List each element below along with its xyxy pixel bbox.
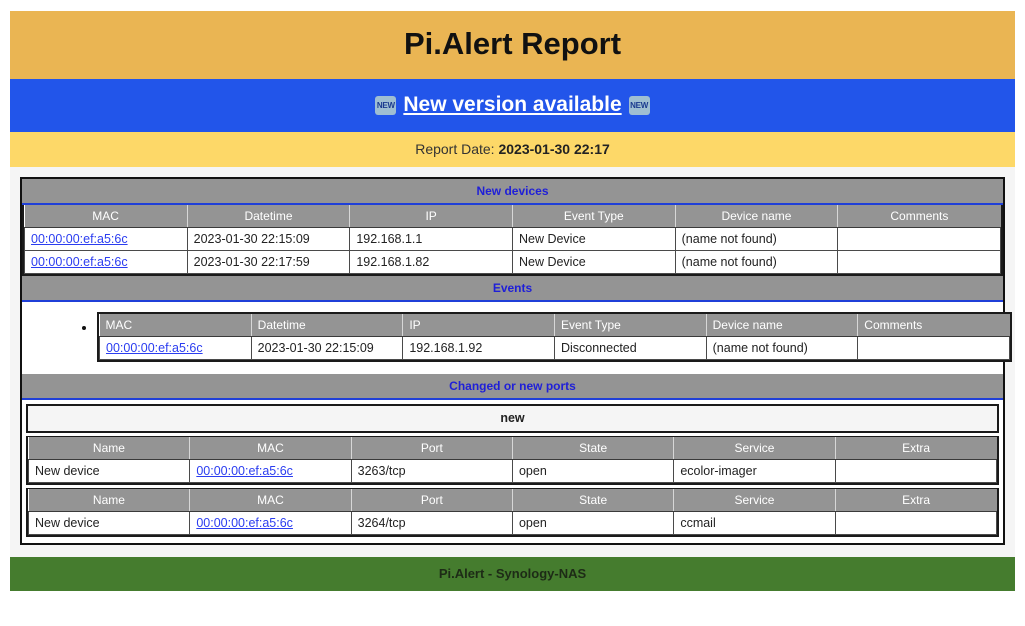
events-list: MAC Datetime IP Event Type Device name C… (22, 312, 1012, 363)
col-header-mac: MAC (99, 314, 252, 338)
table-row: 00:00:00:ef:a5:6c 2023-01-30 22:15:09 19… (99, 336, 1010, 361)
col-header-ip: IP (349, 205, 513, 229)
new-version-banner-inner: NEW New version available NEW (375, 93, 650, 117)
cell-ip: 192.168.1.92 (402, 336, 555, 361)
footer-bar: Pi.Alert - Synology-NAS (10, 557, 1015, 592)
cell-device-name: (name not found) (674, 250, 839, 275)
cell-state: open (511, 459, 675, 484)
new-version-link[interactable]: New version available (403, 93, 622, 117)
page-title: Pi.Alert Report (403, 26, 622, 61)
table-header-row: MAC Datetime IP Event Type Device name C… (99, 314, 1010, 338)
cell-mac: 00:00:00:ef:a5:6c (189, 459, 352, 484)
new-devices-table: MAC Datetime IP Event Type Device name C… (24, 205, 1001, 275)
cell-service: ccmail (673, 511, 836, 536)
report-page: Pi.Alert Report NEW New version availabl… (10, 0, 1015, 592)
new-badge-icon-right: NEW (628, 95, 650, 115)
col-header-extra: Extra (835, 437, 997, 461)
cell-device-name: (name not found) (705, 336, 859, 361)
mac-link[interactable]: 00:00:00:ef:a5:6c (196, 464, 293, 479)
ports-table-2: Name MAC Port State Service Extra New de… (27, 489, 998, 536)
report-date-value: 2023-01-30 22:17 (498, 141, 610, 158)
cell-event-type: New Device (511, 250, 676, 275)
cell-datetime: 2023-01-30 22:15:09 (186, 227, 351, 252)
ports-group-label: new (26, 404, 999, 434)
cell-event-type: New Device (511, 227, 676, 252)
col-header-port: Port (351, 489, 513, 513)
col-header-device-name: Device name (675, 205, 839, 229)
cell-mac: 00:00:00:ef:a5:6c (99, 336, 252, 361)
col-header-state: State (512, 489, 675, 513)
section-heading-ports: Changed or new ports (22, 374, 1003, 401)
cell-mac: 00:00:00:ef:a5:6c (189, 511, 352, 536)
col-header-event-type: Event Type (512, 205, 676, 229)
col-header-service: Service (673, 489, 836, 513)
table-header-row: Name MAC Port State Service Extra (28, 437, 997, 461)
list-item: MAC Datetime IP Event Type Device name C… (97, 312, 1012, 363)
cell-datetime: 2023-01-30 22:17:59 (186, 250, 351, 275)
cell-name: New device (27, 511, 191, 536)
col-header-event-type: Event Type (554, 314, 707, 338)
events-table: MAC Datetime IP Event Type Device name C… (99, 314, 1010, 361)
mac-link[interactable]: 00:00:00:ef:a5:6c (106, 341, 203, 356)
cell-state: open (511, 511, 675, 536)
col-header-comments: Comments (857, 314, 1010, 338)
cell-comments (857, 336, 1010, 361)
col-header-comments: Comments (837, 205, 1001, 229)
mac-link[interactable]: 00:00:00:ef:a5:6c (196, 516, 293, 531)
table-row: 00:00:00:ef:a5:6c 2023-01-30 22:15:09 19… (24, 227, 1001, 252)
col-header-datetime: Datetime (187, 205, 351, 229)
col-header-port: Port (351, 437, 513, 461)
events-body: MAC Datetime IP Event Type Device name C… (22, 302, 1012, 375)
col-header-mac: MAC (24, 205, 188, 229)
col-header-ip: IP (402, 314, 555, 338)
ports-table-wrap-1: Name MAC Port State Service Extra New de… (26, 436, 999, 486)
title-banner: Pi.Alert Report (10, 11, 1015, 80)
table-row: 00:00:00:ef:a5:6c 2023-01-30 22:17:59 19… (24, 250, 1001, 275)
col-header-device-name: Device name (706, 314, 859, 338)
cell-mac: 00:00:00:ef:a5:6c (24, 227, 188, 252)
cell-extra (834, 459, 998, 484)
cell-mac: 00:00:00:ef:a5:6c (24, 250, 188, 275)
col-header-datetime: Datetime (251, 314, 404, 338)
report-body: New devices MAC Datetime IP Event Type D… (10, 167, 1015, 558)
mac-link[interactable]: 00:00:00:ef:a5:6c (31, 255, 128, 270)
table-header-row: Name MAC Port State Service Extra (28, 489, 997, 513)
new-version-banner: NEW New version available NEW (10, 79, 1015, 133)
table-row: New device 00:00:00:ef:a5:6c 3264/tcp op… (27, 511, 998, 536)
ports-table-wrap-2: Name MAC Port State Service Extra New de… (26, 488, 999, 538)
cell-event-type: Disconnected (553, 336, 707, 361)
col-header-mac: MAC (189, 489, 352, 513)
cell-datetime: 2023-01-30 22:15:09 (250, 336, 404, 361)
cell-port: 3263/tcp (350, 459, 513, 484)
cell-ip: 192.168.1.1 (349, 227, 513, 252)
col-header-extra: Extra (835, 489, 997, 513)
col-header-name: Name (28, 489, 191, 513)
ports-body: new Name MAC Port State Service Extra (22, 400, 1003, 544)
cell-port: 3264/tcp (350, 511, 513, 536)
report-date-label: Report Date: (415, 141, 495, 158)
table-header-row: MAC Datetime IP Event Type Device name C… (24, 205, 1001, 229)
cell-name: New device (27, 459, 191, 484)
events-table-wrap: MAC Datetime IP Event Type Device name C… (97, 312, 1012, 363)
cell-comments (837, 227, 1001, 252)
section-heading-events: Events (22, 276, 1003, 303)
col-header-state: State (512, 437, 675, 461)
cell-device-name: (name not found) (674, 227, 839, 252)
col-header-service: Service (673, 437, 836, 461)
cell-extra (834, 511, 998, 536)
cell-service: ecolor-imager (673, 459, 836, 484)
report-date-bar: Report Date: 2023-01-30 22:17 (10, 132, 1015, 168)
cell-comments (837, 250, 1001, 275)
cell-ip: 192.168.1.82 (349, 250, 513, 275)
mac-link[interactable]: 00:00:00:ef:a5:6c (31, 232, 128, 247)
col-header-name: Name (28, 437, 191, 461)
table-row: New device 00:00:00:ef:a5:6c 3263/tcp op… (27, 459, 998, 484)
new-badge-icon-left: NEW (375, 95, 397, 115)
new-devices-table-wrap: MAC Datetime IP Event Type Device name C… (22, 205, 1003, 277)
col-header-mac: MAC (189, 437, 352, 461)
ports-table-1: Name MAC Port State Service Extra New de… (27, 437, 998, 484)
report-frame: New devices MAC Datetime IP Event Type D… (20, 177, 1012, 546)
section-heading-new-devices: New devices (22, 179, 1003, 206)
